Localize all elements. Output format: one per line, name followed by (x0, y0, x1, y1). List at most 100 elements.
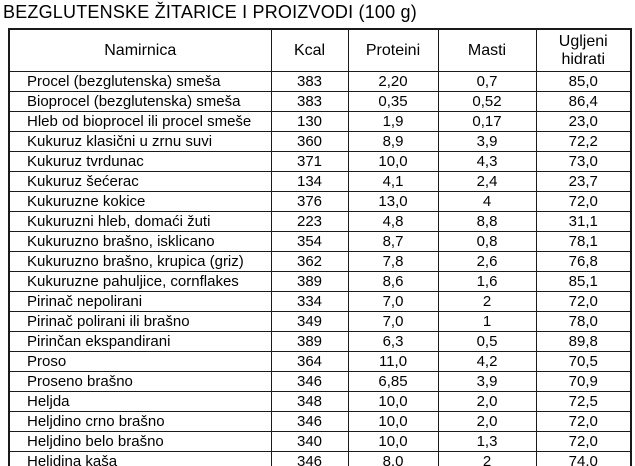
fat-cell: 2,4 (437, 171, 537, 192)
fat-cell: 4,2 (437, 351, 537, 372)
protein-cell: 1,9 (347, 111, 439, 132)
protein-cell: 4,8 (347, 211, 439, 232)
fat-cell: 3,9 (437, 371, 537, 392)
carb-cell: 72,0 (535, 291, 632, 312)
fat-cell: 0,8 (437, 231, 537, 252)
protein-cell: 10,0 (347, 151, 439, 172)
food-name-cell: Kukuruz klasični u zrnu suvi (8, 131, 272, 152)
protein-cell: 6,3 (347, 331, 439, 352)
kcal-cell: 362 (270, 251, 349, 272)
carb-cell: 72,5 (535, 391, 632, 412)
carb-cell: 73,0 (535, 151, 632, 172)
protein-cell: 8,0 (347, 451, 439, 466)
protein-cell: 6,85 (347, 371, 439, 392)
food-name-cell: Kukuruz tvrdunac (8, 151, 272, 172)
kcal-cell: 389 (270, 271, 349, 292)
carb-cell: 70,9 (535, 371, 632, 392)
table-body: Procel (bezglutenska) smeša 383 2,20 0,7… (8, 71, 632, 466)
table-row: Kukuruzne pahuljice, cornflakes 389 8,6 … (8, 271, 632, 292)
protein-cell: 0,35 (347, 91, 439, 112)
protein-cell: 8,6 (347, 271, 439, 292)
carb-cell: 85,1 (535, 271, 632, 292)
food-name-cell: Heljdino crno brašno (8, 411, 272, 432)
table-row: Hleb od bioprocel ili procel smeše 130 1… (8, 111, 632, 132)
food-name-cell: Hleb od bioprocel ili procel smeše (8, 111, 272, 132)
protein-cell: 7,0 (347, 291, 439, 312)
protein-cell: 8,7 (347, 231, 439, 252)
food-name-cell: Procel (bezglutenska) smeša (8, 71, 272, 92)
kcal-cell: 349 (270, 311, 349, 332)
kcal-cell: 383 (270, 71, 349, 92)
kcal-cell: 389 (270, 331, 349, 352)
carb-cell: 72,2 (535, 131, 632, 152)
protein-cell: 11,0 (347, 351, 439, 372)
kcal-cell: 364 (270, 351, 349, 372)
table-row: Pirinčan ekspandirani 389 6,3 0,5 89,8 (8, 331, 632, 352)
fat-cell: 3,9 (437, 131, 537, 152)
food-name-cell: Kukuruzne pahuljice, cornflakes (8, 271, 272, 292)
food-name-cell: Kukuruzno brašno, krupica (griz) (8, 251, 272, 272)
kcal-cell: 383 (270, 91, 349, 112)
fat-cell: 1,6 (437, 271, 537, 292)
protein-cell: 7,8 (347, 251, 439, 272)
carb-cell: 70,5 (535, 351, 632, 372)
carb-cell: 78,0 (535, 311, 632, 332)
table-row: Heljdino crno brašno 346 10,0 2,0 72,0 (8, 411, 632, 432)
protein-cell: 2,20 (347, 71, 439, 92)
fat-cell: 2,6 (437, 251, 537, 272)
carb-cell: 31,1 (535, 211, 632, 232)
food-name-cell: Pirinač polirani ili brašno (8, 311, 272, 332)
food-name-cell: Proseno brašno (8, 371, 272, 392)
protein-cell: 13,0 (347, 191, 439, 212)
kcal-cell: 348 (270, 391, 349, 412)
kcal-cell: 334 (270, 291, 349, 312)
kcal-cell: 346 (270, 371, 349, 392)
header-cell-proteini: Proteini (347, 28, 439, 72)
table-row: Pirinač polirani ili brašno 349 7,0 1 78… (8, 311, 632, 332)
table-row: Pirinač nepolirani 334 7,0 2 72,0 (8, 291, 632, 312)
fat-cell: 2 (437, 291, 537, 312)
kcal-cell: 354 (270, 231, 349, 252)
kcal-cell: 346 (270, 451, 349, 466)
header-cell-namirnica: Namirnica (8, 28, 272, 72)
food-name-cell: Kukuruz šećerac (8, 171, 272, 192)
carb-cell: 86,4 (535, 91, 632, 112)
header-row: Namirnica Kcal Proteini Masti Ugljeni hi… (8, 28, 632, 72)
fat-cell: 2 (437, 451, 537, 466)
carb-cell: 23,0 (535, 111, 632, 132)
fat-cell: 0,52 (437, 91, 537, 112)
carb-cell: 89,8 (535, 331, 632, 352)
table-row: Kukuruz tvrdunac 371 10,0 4,3 73,0 (8, 151, 632, 172)
carb-cell: 72,0 (535, 191, 632, 212)
fat-cell: 1 (437, 311, 537, 332)
protein-cell: 10,0 (347, 431, 439, 452)
protein-cell: 4,1 (347, 171, 439, 192)
kcal-cell: 376 (270, 191, 349, 212)
table-row: Kukuruz klasični u zrnu suvi 360 8,9 3,9… (8, 131, 632, 152)
table-row: Heljda 348 10,0 2,0 72,5 (8, 391, 632, 412)
kcal-cell: 134 (270, 171, 349, 192)
nutrition-table: Namirnica Kcal Proteini Masti Ugljeni hi… (8, 28, 632, 466)
header-cell-masti: Masti (437, 28, 537, 72)
fat-cell: 2,0 (437, 411, 537, 432)
header-cell-ugljeni-hidrati: Ugljeni hidrati (535, 28, 632, 72)
table-row: Kukuruzne kokice 376 13,0 4 72,0 (8, 191, 632, 212)
table-row: Heljdina kaša 346 8,0 2 74,0 (8, 451, 632, 466)
fat-cell: 0,17 (437, 111, 537, 132)
food-name-cell: Heljdino belo brašno (8, 431, 272, 452)
fat-cell: 0,5 (437, 331, 537, 352)
fat-cell: 4 (437, 191, 537, 212)
kcal-cell: 346 (270, 411, 349, 432)
food-name-cell: Kukuruzno brašno, isklicano (8, 231, 272, 252)
protein-cell: 10,0 (347, 391, 439, 412)
protein-cell: 8,9 (347, 131, 439, 152)
carb-cell: 72,0 (535, 431, 632, 452)
food-name-cell: Kukuruzni hleb, domaći žuti (8, 211, 272, 232)
food-name-cell: Bioprocel (bezglutenska) smeša (8, 91, 272, 112)
header-cell-kcal: Kcal (270, 28, 349, 72)
page-title: BEZGLUTENSKE ŽITARICE I PROIZVODI (100 g… (3, 2, 417, 22)
fat-cell: 8,8 (437, 211, 537, 232)
fat-cell: 0,7 (437, 71, 537, 92)
table-header: Namirnica Kcal Proteini Masti Ugljeni hi… (8, 28, 632, 72)
